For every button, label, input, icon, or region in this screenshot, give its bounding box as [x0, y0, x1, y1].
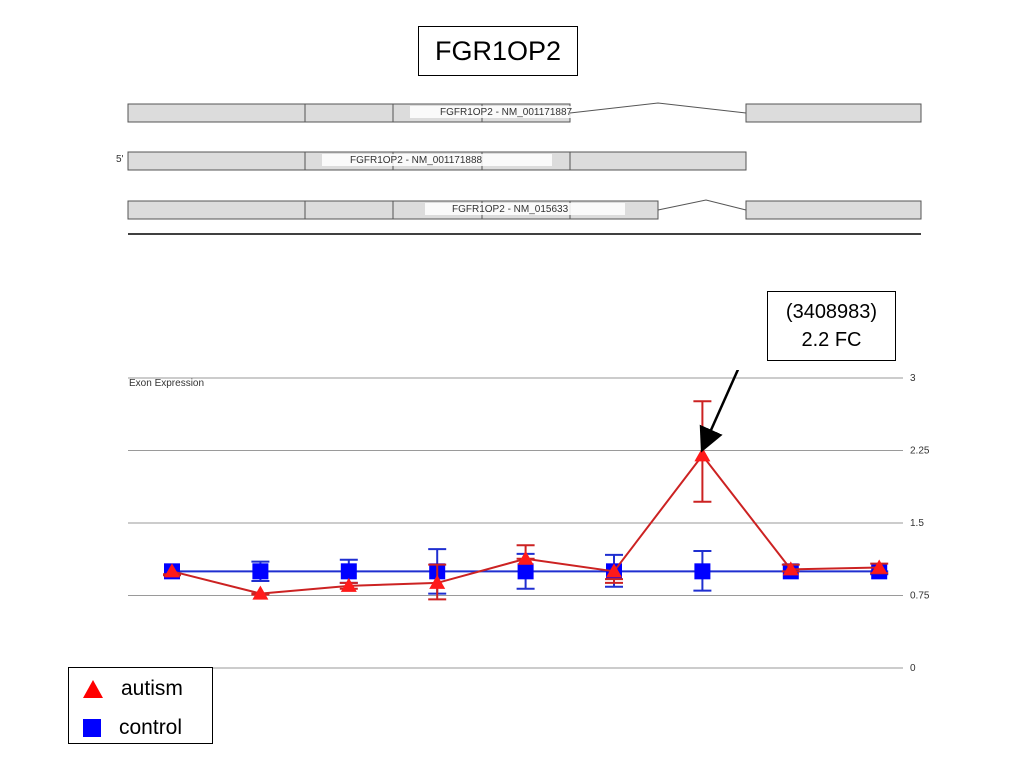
y-tick-label: 0	[910, 663, 916, 674]
legend: autism control	[68, 667, 213, 744]
square-marker-icon	[83, 719, 101, 737]
legend-label-autism: autism	[121, 677, 183, 700]
annotation-arrow	[699, 370, 740, 453]
gene-title: FGR1OP2	[418, 26, 578, 76]
legend-item-autism: autism	[83, 677, 183, 701]
transcript-2-label: FGFR1OP2 - NM_001171888	[350, 155, 483, 166]
y-axis-label: Exon Expression	[129, 378, 204, 389]
data-point-autism	[164, 563, 180, 578]
five-prime-label: 5'	[116, 154, 124, 165]
y-tick-label: 1.5	[910, 518, 924, 529]
data-point-control	[340, 563, 357, 580]
y-tick-label: 3	[910, 373, 916, 384]
y-tick-label: 0.75	[910, 591, 930, 602]
annotation-fold-change: 2.2 FC	[801, 329, 862, 351]
data-point-control	[694, 563, 711, 580]
y-tick-label: 2.25	[910, 446, 930, 457]
data-point-autism	[429, 574, 446, 589]
transcript-3-label: FGFR1OP2 - NM_015633	[452, 204, 569, 215]
transcript-1: FGFR1OP2 - NM_001171887	[127, 102, 922, 123]
data-point-autism	[517, 550, 534, 565]
data-point-control	[517, 563, 534, 580]
annotation-box: (3408983) 2.2 FC	[767, 291, 896, 361]
data-point-autism	[782, 561, 799, 576]
exon-expression-chart: 3 2.25 1.5 0.75 0 Exon Expression	[128, 370, 930, 674]
legend-item-control: control	[83, 716, 182, 740]
triangle-marker-icon	[83, 680, 103, 698]
data-point-autism	[606, 563, 622, 578]
transcript-2: 5' FGFR1OP2 - NM_001171888	[116, 151, 747, 171]
data-point-autism	[694, 447, 711, 462]
data-point-autism	[340, 577, 357, 592]
data-point-control	[252, 563, 269, 580]
data-point-autism	[871, 559, 888, 574]
legend-label-control: control	[119, 716, 183, 739]
data-point-autism	[252, 585, 269, 600]
transcript-1-label: FGFR1OP2 - NM_001171887	[440, 107, 573, 118]
annotation-probe-id: (3408983)	[785, 301, 878, 323]
series-autism	[163, 400, 889, 601]
transcript-3: FGFR1OP2 - NM_015633	[127, 199, 922, 220]
gene-model: FGFR1OP2 - NM_001171887 5' FGFR1OP2 - NM…	[116, 102, 922, 235]
